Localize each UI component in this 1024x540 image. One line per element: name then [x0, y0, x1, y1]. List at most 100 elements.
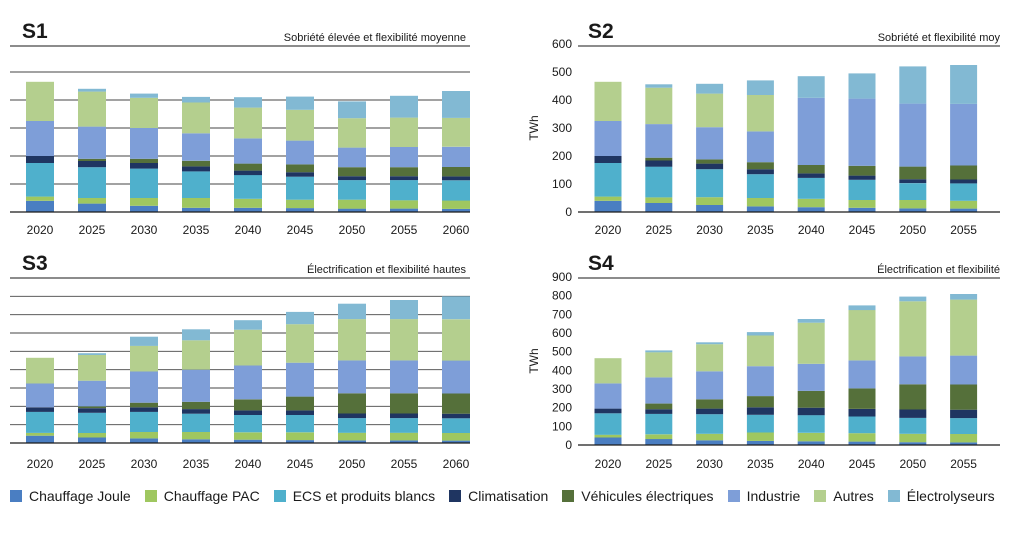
- bar-segment-chauffage-pac-s2: [797, 198, 825, 208]
- bar-segment-electrolyse-s3: [182, 329, 210, 341]
- x-tick-label-s3: 2045: [287, 457, 314, 471]
- bar-segment-industrie-s2: [594, 121, 622, 156]
- bar-segment-chauffage-joule-s3: [130, 438, 158, 443]
- bar-segment-autres-s1: [78, 91, 106, 127]
- bar-segment-climatisation-s1: [182, 166, 210, 172]
- x-tick-label-s1: 2020: [27, 223, 54, 237]
- bar-segment-chauffage-pac-s3: [26, 432, 54, 436]
- bar-segment-ecs-s2: [645, 166, 673, 198]
- bar-segment-ecs-s3: [286, 414, 314, 433]
- bar-segment-industrie-s4: [594, 383, 622, 409]
- bar-segment-ecs-s1: [338, 180, 366, 200]
- x-tick-label-s2: 2020: [595, 223, 622, 237]
- bar-segment-ecs-s1: [442, 180, 470, 201]
- chart-subtitle-s3: Électrification et flexibilité hautes: [307, 263, 466, 276]
- bar-segment-chauffage-pac-s2: [746, 198, 774, 207]
- bar-segment-vehicules-s3: [390, 393, 418, 414]
- x-tick-label-s1: 2025: [79, 223, 106, 237]
- bar-segment-vehicules-s1: [78, 158, 106, 161]
- bar-segment-ecs-s4: [899, 417, 927, 434]
- x-tick-label-s2: 2045: [849, 223, 876, 237]
- x-tick-label-s2: 2050: [899, 223, 926, 237]
- bar-segment-chauffage-joule-s1: [78, 203, 106, 212]
- bar-segment-vehicules-s4: [848, 388, 876, 409]
- bar-segment-electrolyse-s4: [797, 319, 825, 323]
- legend-label-electrolyse: Électrolyseurs: [906, 488, 995, 504]
- bar-segment-industrie-s4: [746, 366, 774, 397]
- bar-segment-vehicules-s1: [442, 166, 470, 177]
- bar-segment-electrolyse-s3: [234, 320, 262, 330]
- bar-segment-chauffage-joule-s1: [182, 207, 210, 212]
- legend-swatch-ecs: [273, 490, 286, 502]
- legend-item-climatisation: Climatisation: [449, 488, 548, 504]
- bar-segment-electrolyse-s4: [696, 342, 724, 345]
- bar-segment-electrolyse-s1: [182, 96, 210, 103]
- legend-label-ecs: ECS et produits blancs: [292, 488, 436, 504]
- chart-subtitle-s4: Électrification et flexibilité: [877, 263, 1000, 276]
- bar-segment-ecs-s3: [182, 413, 210, 432]
- bar-segment-autres-s3: [390, 319, 418, 361]
- bar-segment-autres-s2: [746, 95, 774, 132]
- chart-s1: S1 Sobriété élevée et flexibilité moyenne…: [10, 20, 470, 237]
- bar-segment-chauffage-joule-s4: [797, 441, 825, 445]
- bar-segment-chauffage-pac-s1: [26, 196, 54, 201]
- bar-segment-climatisation-s3: [130, 407, 158, 412]
- bar-segment-climatisation-s3: [338, 413, 366, 419]
- x-tick-label-s1: 2040: [235, 223, 262, 237]
- bar-segment-electrolyse-s2: [797, 76, 825, 98]
- bar-segment-chauffage-joule-s4: [746, 440, 774, 445]
- bar-segment-climatisation-s3: [182, 409, 210, 414]
- bar-segment-vehicules-s2: [899, 166, 927, 180]
- bar-segment-climatisation-s1: [234, 170, 262, 176]
- bar-segment-chauffage-pac-s3: [338, 432, 366, 441]
- bar-segment-autres-s4: [594, 358, 622, 384]
- y-axis-label-s4: TWh: [527, 348, 541, 373]
- chart-title-s4: S4: [588, 252, 614, 275]
- bar-segment-chauffage-pac-s2: [899, 200, 927, 209]
- bar-segment-ecs-s1: [26, 163, 54, 197]
- bar-segment-chauffage-joule-s4: [950, 442, 978, 445]
- x-tick-label-s3: 2060: [443, 457, 470, 471]
- bar-segment-chauffage-pac-s1: [442, 200, 470, 209]
- bar-segment-climatisation-s1: [286, 172, 314, 177]
- bar-segment-autres-s4: [899, 301, 927, 357]
- bar-segment-electrolyse-s1: [234, 97, 262, 108]
- legend-swatch-industrie: [727, 490, 740, 502]
- bar-segment-chauffage-pac-s1: [130, 198, 158, 206]
- legend-label-autres: Autres: [833, 488, 874, 504]
- bar-segment-autres-s1: [390, 117, 418, 147]
- bar-segment-ecs-s3: [130, 411, 158, 432]
- bar-segment-industrie-s1: [338, 147, 366, 168]
- bar-segment-autres-s1: [26, 81, 54, 121]
- bar-segment-electrolyse-s1: [390, 95, 418, 118]
- bar-segment-industrie-s1: [234, 138, 262, 164]
- bar-segment-chauffage-joule-s3: [234, 439, 262, 443]
- bar-segment-electrolyse-s3: [338, 303, 366, 320]
- bar-segment-climatisation-s3: [442, 413, 470, 419]
- bar-segment-electrolyse-s4: [950, 294, 978, 300]
- bar-segment-chauffage-pac-s4: [899, 433, 927, 443]
- x-tick-label-s3: 2020: [27, 457, 54, 471]
- bar-segment-ecs-s3: [26, 411, 54, 433]
- legend-item-ecs: ECS et produits blancs: [273, 488, 436, 504]
- bar-segment-chauffage-pac-s3: [182, 432, 210, 440]
- y-tick-label-s2: 300: [552, 121, 572, 135]
- bar-segment-chauffage-pac-s2: [696, 197, 724, 205]
- bar-segment-autres-s3: [286, 324, 314, 363]
- bar-segment-chauffage-joule-s2: [696, 205, 724, 212]
- bar-segment-chauffage-pac-s1: [390, 200, 418, 209]
- y-tick-label-s2: 100: [552, 177, 572, 191]
- bar-segment-chauffage-joule-s4: [899, 442, 927, 445]
- bar-segment-chauffage-pac-s4: [746, 432, 774, 441]
- y-tick-label-s4: 0: [565, 438, 572, 452]
- bar-segment-chauffage-pac-s4: [645, 434, 673, 440]
- x-tick-label-s2: 2030: [696, 223, 723, 237]
- legend-item-industrie: Industrie: [727, 488, 800, 504]
- bar-segment-industrie-s3: [78, 380, 106, 407]
- bar-segment-vehicules-s2: [746, 162, 774, 170]
- bar-segment-climatisation-s3: [286, 410, 314, 415]
- bar-segment-autres-s4: [746, 335, 774, 367]
- bar-segment-electrolyse-s3: [286, 311, 314, 325]
- bar-segment-ecs-s2: [594, 163, 622, 197]
- chart-subtitle-s2: Sobriété et flexibilité moy: [878, 32, 1001, 44]
